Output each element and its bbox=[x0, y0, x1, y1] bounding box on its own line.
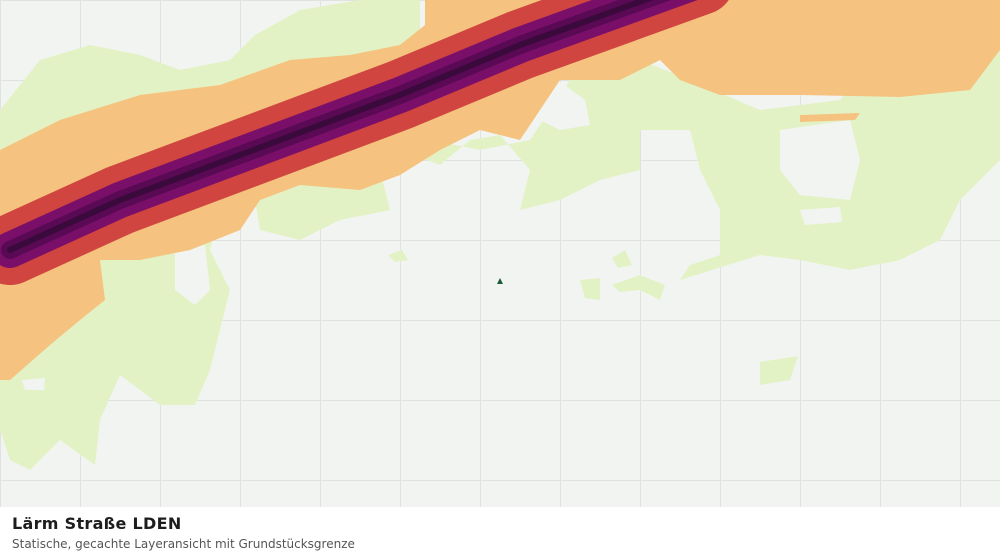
map-subtitle: Statische, gecachte Layeransicht mit Gru… bbox=[12, 537, 355, 551]
noise-zone-high bbox=[0, 0, 729, 285]
noise-zone-medium bbox=[0, 0, 1000, 380]
location-marker bbox=[497, 278, 503, 284]
map bbox=[0, 0, 1000, 507]
map-title: Lärm Straße LDEN bbox=[12, 514, 182, 533]
